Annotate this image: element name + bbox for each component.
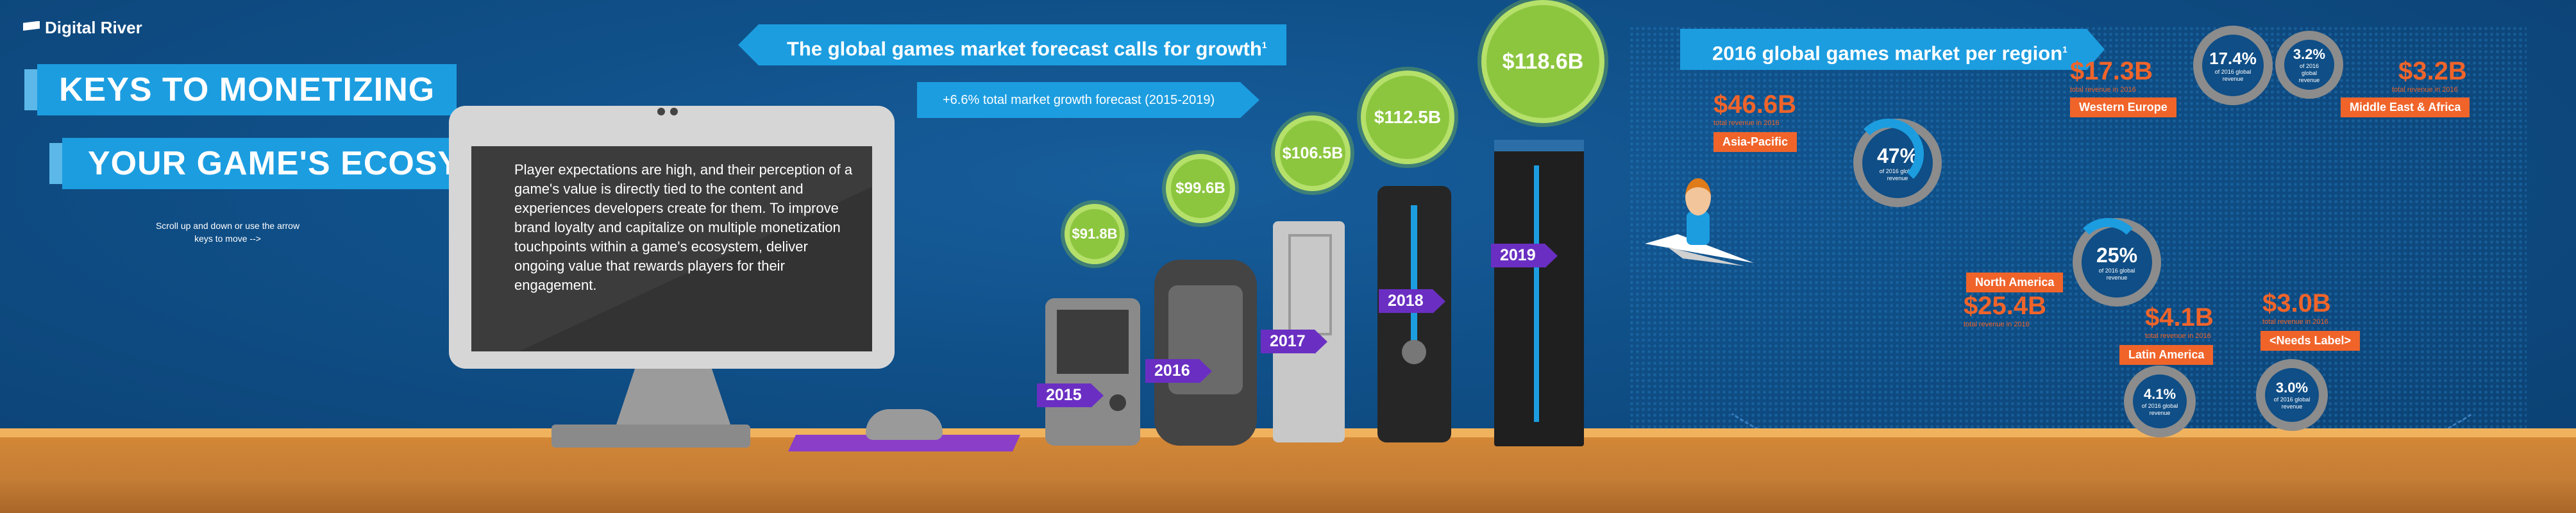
region-share-arc-asia-pacific [1853,119,1924,189]
region-share-ring-unlabeled: 3.0% of 2016 global revenue [2256,359,2328,431]
logo-mark-icon [23,21,40,31]
forecast-value-2017: $106.5B [1275,115,1351,191]
region-share-latin-america: 4.1% [2143,386,2176,402]
regions-title-sup: 1 [2062,44,2067,55]
pilot-head-icon [1685,178,1711,215]
forecast-subtitle: +6.6% total market growth forecast (2015… [917,82,1260,118]
regions-title-text: 2016 global games market per region [1712,42,2063,65]
region-revenue-western-europe: $17.3B [2070,57,2153,85]
year-tag-2019: 2019 [1491,244,1558,268]
region-share-note-latin-america: of 2016 global revenue [2141,403,2178,416]
monitor-camera-icon [657,108,665,115]
handheld-console-icon [1045,298,1140,446]
year-tag-2015: 2015 [1037,383,1104,408]
year-tag-2016: 2016 [1145,359,1212,383]
scroll-hint: Scroll up and down or use the arrow keys… [155,221,300,244]
region-revenue-unlabeled: $3.0B [2262,289,2331,317]
region-label-north-america: North America [1966,273,2064,292]
region-revenue-note-latin-america: total revenue in 2016 [2145,332,2211,340]
forecast-value-2018: $112.5B [1361,71,1454,164]
forecast-title: The global games market forecast calls f… [738,24,1286,65]
region-share-western-europe: 17.4% [2209,48,2257,68]
region-label-asia-pacific: Asia-Pacific [1713,132,1797,152]
region-revenue-latin-america: $4.1B [2145,303,2214,332]
region-revenue-asia-pacific: $46.6B [1713,90,1796,119]
region-revenue-middle-east-africa: $3.2B [2398,57,2467,85]
monitor-stand [616,369,731,426]
brand-logo[interactable]: Digital River [23,18,142,38]
desk [0,428,2576,513]
region-share-middle-east-africa: 3.2% [2293,46,2326,62]
forecast-value-2016: $99.6B [1166,154,1235,223]
forecast-value-2015: $91.8B [1065,204,1125,264]
region-revenue-north-america: $25.4B [1964,292,2046,320]
pilot-body [1687,212,1710,245]
forecast-title-sup: 1 [1261,40,1267,50]
region-revenue-note-unlabeled: total revenue in 2016 [2262,318,2328,326]
region-label-western-europe: Western Europe [2070,97,2176,117]
region-share-ring-western-europe: 17.4% of 2016 global revenue [2193,26,2273,105]
region-label-middle-east-africa: Middle East & Africa [2341,97,2470,117]
monitor-body-text: Player expectations are high, and their … [514,162,853,293]
year-tag-2017: 2017 [1261,330,1327,354]
region-label-latin-america: Latin America [2119,345,2214,365]
monitor-base [551,425,750,448]
brand-name: Digital River [45,18,142,37]
region-share-arc-north-america [2073,218,2143,289]
region-share-note-unlabeled: of 2016 global revenue [2273,396,2311,410]
year-tag-2018: 2018 [1379,289,1445,314]
region-share-ring-latin-america: 4.1% of 2016 global revenue [2124,366,2196,437]
curved-console-icon [1377,186,1451,442]
screen-glare [471,146,872,351]
region-revenue-note-western-europe: total revenue in 2016 [2070,86,2136,94]
tall-console-icon [1494,140,1584,446]
region-revenue-note-north-america: total revenue in 2016 [1964,321,2030,328]
region-label-unlabeled: <Needs Label> [2260,331,2361,351]
region-share-ring-middle-east-africa: 3.2% of 2016 global revenue [2275,31,2343,99]
forecast-value-2019: $118.6B [1481,0,1604,123]
region-revenue-note-asia-pacific: total revenue in 2016 [1713,119,1780,127]
regions-title: 2016 global games market per region1 [1680,29,2105,70]
forecast-title-text: The global games market forecast calls f… [787,37,1262,60]
region-share-unlabeled: 3.0% [2275,380,2309,396]
region-share-note-western-europe: of 2016 global revenue [2214,68,2252,82]
monitor-camera-icon [670,108,678,115]
region-revenue-note-middle-east-africa: total revenue in 2016 [2392,86,2458,94]
mouse-icon [866,409,943,440]
region-share-note-middle-east-africa: of 2016 global revenue [2298,62,2320,83]
portable-console-icon [1154,260,1257,446]
hero-title-line1: KEYS TO MONETIZING [24,64,457,115]
